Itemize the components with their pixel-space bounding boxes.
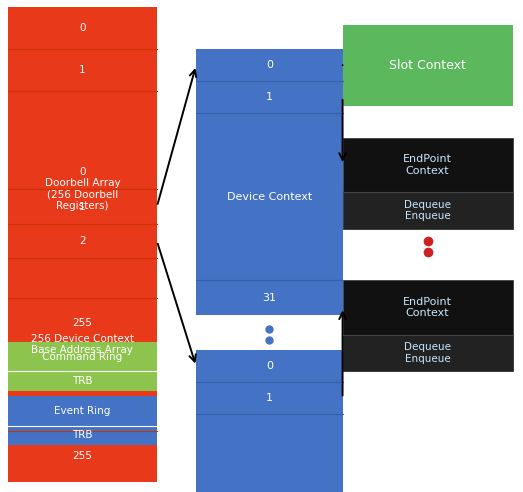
Bar xyxy=(343,280,513,371)
Text: TRB: TRB xyxy=(72,430,93,440)
Text: 0: 0 xyxy=(79,23,86,33)
Text: Event Ring: Event Ring xyxy=(54,406,110,416)
Text: 1: 1 xyxy=(79,202,86,212)
Text: 0: 0 xyxy=(79,167,86,177)
Text: Doorbell Array
(256 Doorbell
Registers): Doorbell Array (256 Doorbell Registers) xyxy=(44,178,120,211)
Bar xyxy=(8,155,157,482)
Text: 31: 31 xyxy=(263,293,276,303)
Bar xyxy=(8,7,157,349)
Text: Command Ring: Command Ring xyxy=(42,352,122,362)
Text: 256 Device Context
Base Address Array: 256 Device Context Base Address Array xyxy=(31,334,134,355)
Bar xyxy=(196,350,343,492)
Text: Device Context: Device Context xyxy=(226,192,312,202)
Text: 255: 255 xyxy=(72,318,93,329)
Text: 0: 0 xyxy=(266,60,273,70)
Bar xyxy=(343,192,513,229)
Text: Slot Context: Slot Context xyxy=(389,59,466,72)
Text: 0: 0 xyxy=(266,361,273,371)
Bar xyxy=(343,138,513,229)
Text: 1: 1 xyxy=(266,92,273,102)
Bar xyxy=(8,342,157,391)
Bar xyxy=(8,396,157,445)
Bar xyxy=(196,49,343,315)
Text: EndPoint
Context: EndPoint Context xyxy=(403,297,452,318)
Text: 1: 1 xyxy=(79,65,86,75)
Text: 2: 2 xyxy=(79,236,86,246)
Text: Dequeue
Enqueue: Dequeue Enqueue xyxy=(404,200,451,221)
Text: 255: 255 xyxy=(72,451,93,461)
Text: EndPoint
Context: EndPoint Context xyxy=(403,154,452,176)
Bar xyxy=(343,335,513,371)
Text: 1: 1 xyxy=(266,393,273,403)
Text: TRB: TRB xyxy=(72,376,93,386)
Bar xyxy=(343,25,513,106)
Text: Dequeue
Enqueue: Dequeue Enqueue xyxy=(404,342,451,364)
